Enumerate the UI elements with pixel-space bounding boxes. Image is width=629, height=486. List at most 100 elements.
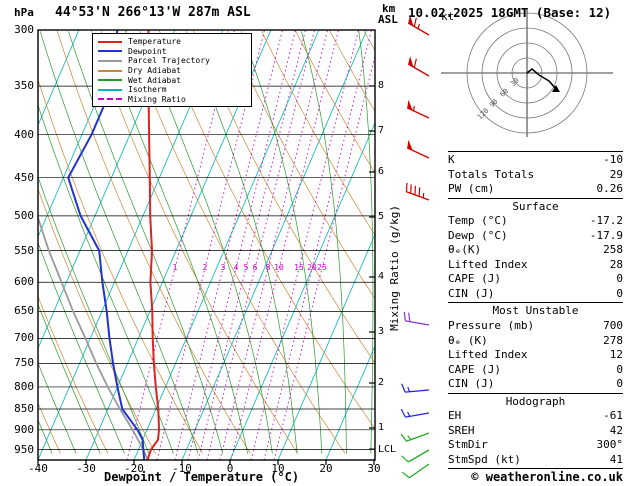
- table-row: θₑ(K) 258: [448, 243, 623, 258]
- mixing-ratio-axis-title: Mixing Ratio (g/kg): [388, 205, 401, 331]
- table-row-label: θₑ (K): [448, 333, 488, 347]
- table-row-label: CIN (J): [448, 377, 495, 391]
- mixing-ratio-value: 1: [172, 263, 178, 272]
- parcel-trajectory-line-swatch: [98, 59, 122, 62]
- table-row-value: 12: [609, 348, 623, 362]
- table-row-value: 700: [603, 319, 623, 333]
- pressure-tick-label: 950: [14, 442, 34, 456]
- table-row-value: -17.9: [589, 228, 623, 242]
- panel-section-title: Hodograph: [505, 394, 566, 408]
- table-row-value: 0: [616, 286, 623, 300]
- table-row: SREH 42: [448, 424, 623, 439]
- legend-item-label: Parcel Trajectory: [128, 56, 210, 66]
- table-row-label: SREH: [448, 423, 475, 437]
- lcl-label: LCL: [378, 444, 397, 455]
- temp-tick-label: -30: [76, 462, 96, 475]
- table-row: CIN (J) 0: [448, 377, 623, 392]
- km-tick-label: 6: [378, 166, 385, 177]
- hodograph-ring-label: 90: [488, 98, 500, 110]
- table-row-value: -61: [603, 409, 623, 423]
- table-row-label: Dewp (°C): [448, 228, 508, 242]
- hodograph-unit-label: kt: [441, 10, 455, 23]
- table-row-value: 29: [609, 167, 623, 181]
- table-row-value: 278: [603, 333, 623, 347]
- table-row-value: 0: [616, 377, 623, 391]
- panel-section-title: Most Unstable: [492, 304, 579, 318]
- table-row: CAPE (J) 0: [448, 272, 623, 287]
- pressure-unit-label: hPa: [14, 6, 34, 19]
- datetime-label: 10.02.2025 18GMT (Base: 12): [408, 5, 612, 20]
- legend-item: Wet Adiabat: [98, 75, 246, 85]
- storm-motion-marker: [552, 85, 560, 92]
- asl-axis-unit: ASL: [378, 13, 398, 26]
- table-row: Pressure (mb) 700: [448, 319, 623, 334]
- table-row-value: 0: [616, 272, 623, 286]
- km-tick-label: 8: [378, 80, 385, 91]
- pressure-tick-label: 700: [14, 331, 34, 345]
- legend-item-label: Isotherm: [128, 85, 167, 95]
- hodograph-ring-label: 30: [509, 76, 521, 88]
- legend-item: Parcel Trajectory: [98, 56, 246, 66]
- table-row: Lifted Index 28: [448, 258, 623, 273]
- km-tick-label: 2: [378, 377, 385, 388]
- wind-barbs: [400, 15, 430, 479]
- table-row-value: 0: [616, 362, 623, 376]
- mixing-ratio-value: 20: [307, 263, 317, 272]
- legend-item: Isotherm: [98, 85, 246, 95]
- table-row-value: -10: [603, 153, 623, 166]
- pressure-tick-label: 600: [14, 275, 34, 289]
- dewpoint-line: [67, 30, 146, 460]
- mixing-ratio-value: 8: [265, 263, 271, 272]
- pressure-tick-label: 550: [14, 243, 34, 257]
- temp-tick-label: 10: [271, 462, 285, 475]
- legend-item-label: Mixing Ratio: [128, 94, 186, 104]
- table-row: Temp (°C) -17.2: [448, 214, 623, 229]
- table-row: K -10: [448, 153, 623, 168]
- table-row: θₑ (K) 278: [448, 334, 623, 349]
- temp-tick-label: 20: [319, 462, 333, 475]
- isotherm-line-swatch: [98, 88, 122, 91]
- pressure-tick-label: 750: [14, 356, 34, 370]
- mixing-ratio-value: 5: [243, 263, 249, 272]
- pressure-tick-label: 650: [14, 304, 34, 318]
- legend-item: Dry Adiabat: [98, 66, 246, 76]
- table-row: Lifted Index 12: [448, 348, 623, 363]
- table-row-value: 300°: [596, 438, 624, 452]
- legend-item: Mixing Ratio: [98, 95, 246, 105]
- panel-section: Surface Temp (°C) -17.2 Dewp (°C) -17.9 θₑ(K)…: [448, 197, 623, 303]
- pressure-tick-label: 400: [14, 127, 34, 141]
- mixing-ratio-value: 25: [317, 263, 327, 272]
- pressure-tick-label: 350: [14, 79, 34, 93]
- dry-adiabat-line-swatch: [98, 69, 122, 72]
- temperature-line: [146, 30, 160, 460]
- km-tick-label: 4: [378, 271, 385, 282]
- legend: Temperature Dewpoint Parcel Trajectory Dry …: [92, 33, 252, 108]
- table-row-value: 0.26: [596, 182, 624, 196]
- panel-section: Hodograph EH -61 SREH 42 StmDir 300° StmSpd (kt…: [448, 392, 624, 469]
- mixing-ratio-value: 3: [220, 263, 226, 272]
- km-tick-label: 5: [378, 211, 385, 222]
- mixing-ratio-value: 2: [202, 263, 208, 272]
- pressure-tick-label: 450: [14, 170, 34, 184]
- table-row: Totals Totals 29: [448, 168, 623, 183]
- table-row-label: Lifted Index: [448, 257, 528, 271]
- panel-section: Most Unstable Pressure (mb) 700 θₑ (K) 278 Li…: [448, 302, 623, 392]
- km-tick-label: 1: [378, 422, 385, 433]
- table-row: StmSpd (kt) 41: [448, 453, 623, 468]
- temp-tick-label: -40: [28, 462, 48, 475]
- mixing-ratio-value: 6: [252, 263, 258, 272]
- km-tick-label: 7: [378, 125, 385, 136]
- parcel-trajectory-line: [38, 215, 149, 460]
- table-row-label: K: [448, 153, 455, 166]
- table-row: Dewp (°C) -17.9: [448, 229, 623, 244]
- pressure-tick-label: 850: [14, 402, 34, 416]
- table-row-label: StmDir: [448, 438, 488, 452]
- table-row-label: CIN (J): [448, 286, 495, 300]
- panel-section-title: Surface: [512, 199, 559, 213]
- table-row-label: Totals Totals: [448, 167, 535, 181]
- table-row-label: PW (cm): [448, 182, 495, 196]
- temp-tick-label: -20: [124, 462, 144, 475]
